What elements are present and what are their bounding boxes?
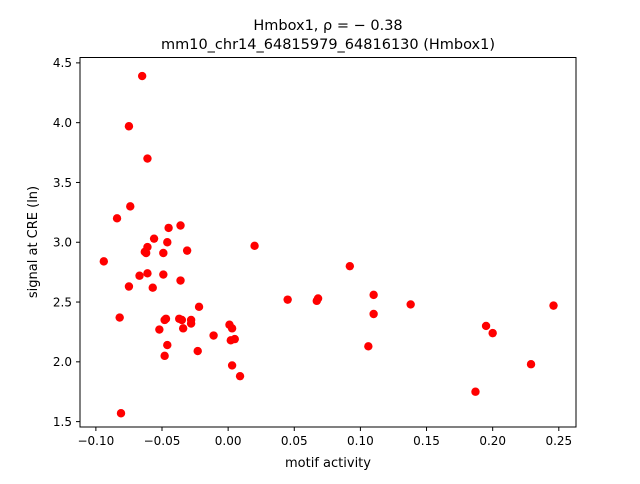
x-axis-ticks: −0.10 −0.05 0.00 0.05 0.10 0.15 0.20 0.25	[77, 427, 572, 448]
data-point	[526, 360, 536, 369]
y-tick-label: 1.5	[53, 415, 72, 429]
chart-title-line1: Hmbox1, ρ = − 0.38	[253, 18, 402, 34]
data-point	[471, 387, 480, 396]
data-point	[194, 302, 204, 312]
data-point	[250, 241, 259, 251]
data-point	[135, 271, 144, 280]
data-point	[209, 331, 218, 340]
y-tick-label: 4.0	[53, 116, 72, 130]
data-point	[369, 309, 378, 319]
x-tick-label: 0.10	[347, 434, 374, 448]
data-point	[116, 409, 126, 418]
data-point	[148, 283, 157, 292]
data-point	[160, 315, 169, 325]
data-point	[178, 324, 188, 333]
data-point	[227, 324, 237, 333]
data-point	[177, 315, 187, 325]
y-axis-ticks: 1.5 2.0 2.5 3.0 3.5 4.0 4.5	[53, 56, 80, 429]
data-point	[176, 276, 185, 285]
data-point	[112, 214, 122, 223]
data-point	[143, 269, 152, 278]
data-point	[99, 257, 109, 266]
data-point	[163, 238, 172, 247]
y-tick-label: 4.5	[53, 56, 72, 70]
data-point	[481, 321, 491, 331]
data-point	[283, 295, 292, 304]
data-point	[230, 334, 239, 344]
x-tick-label: −0.10	[77, 434, 114, 448]
x-tick-label: 0.05	[281, 434, 308, 448]
x-tick-label: 0.25	[545, 434, 572, 448]
x-axis-label: motif activity	[285, 456, 371, 471]
data-point	[124, 122, 134, 131]
y-tick-label: 2.5	[53, 295, 72, 309]
data-point	[488, 328, 497, 338]
data-point	[163, 340, 172, 350]
y-axis-label: signal at CRE (ln)	[26, 186, 41, 298]
data-point	[193, 346, 202, 356]
data-point	[549, 301, 558, 310]
data-point	[143, 154, 152, 163]
data-point	[186, 319, 196, 328]
data-point	[369, 290, 378, 300]
data-point	[155, 325, 164, 334]
scatter-points	[99, 71, 558, 418]
data-point	[149, 234, 159, 243]
data-point	[115, 313, 124, 322]
data-point	[137, 71, 147, 81]
y-tick-label: 3.5	[53, 176, 72, 190]
data-point	[235, 371, 245, 381]
data-point	[124, 282, 134, 291]
data-point	[164, 223, 173, 233]
x-tick-label: 0.15	[413, 434, 440, 448]
data-point	[160, 351, 169, 361]
data-point	[364, 342, 373, 351]
x-tick-label: −0.05	[144, 434, 181, 448]
y-tick-label: 3.0	[53, 236, 72, 250]
x-tick-label: 0.20	[479, 434, 506, 448]
data-point	[176, 221, 185, 230]
data-point	[126, 202, 135, 211]
data-point	[182, 246, 192, 255]
data-point	[141, 248, 151, 258]
y-tick-label: 2.0	[53, 355, 72, 369]
data-point	[227, 361, 237, 370]
x-tick-label: 0.00	[215, 434, 242, 448]
chart-title-line2: mm10_chr14_64815979_64816130 (Hmbox1)	[161, 37, 495, 53]
data-point	[159, 270, 168, 279]
data-point	[313, 294, 323, 303]
data-point	[345, 261, 355, 271]
data-point	[406, 300, 415, 309]
data-point	[159, 248, 168, 258]
